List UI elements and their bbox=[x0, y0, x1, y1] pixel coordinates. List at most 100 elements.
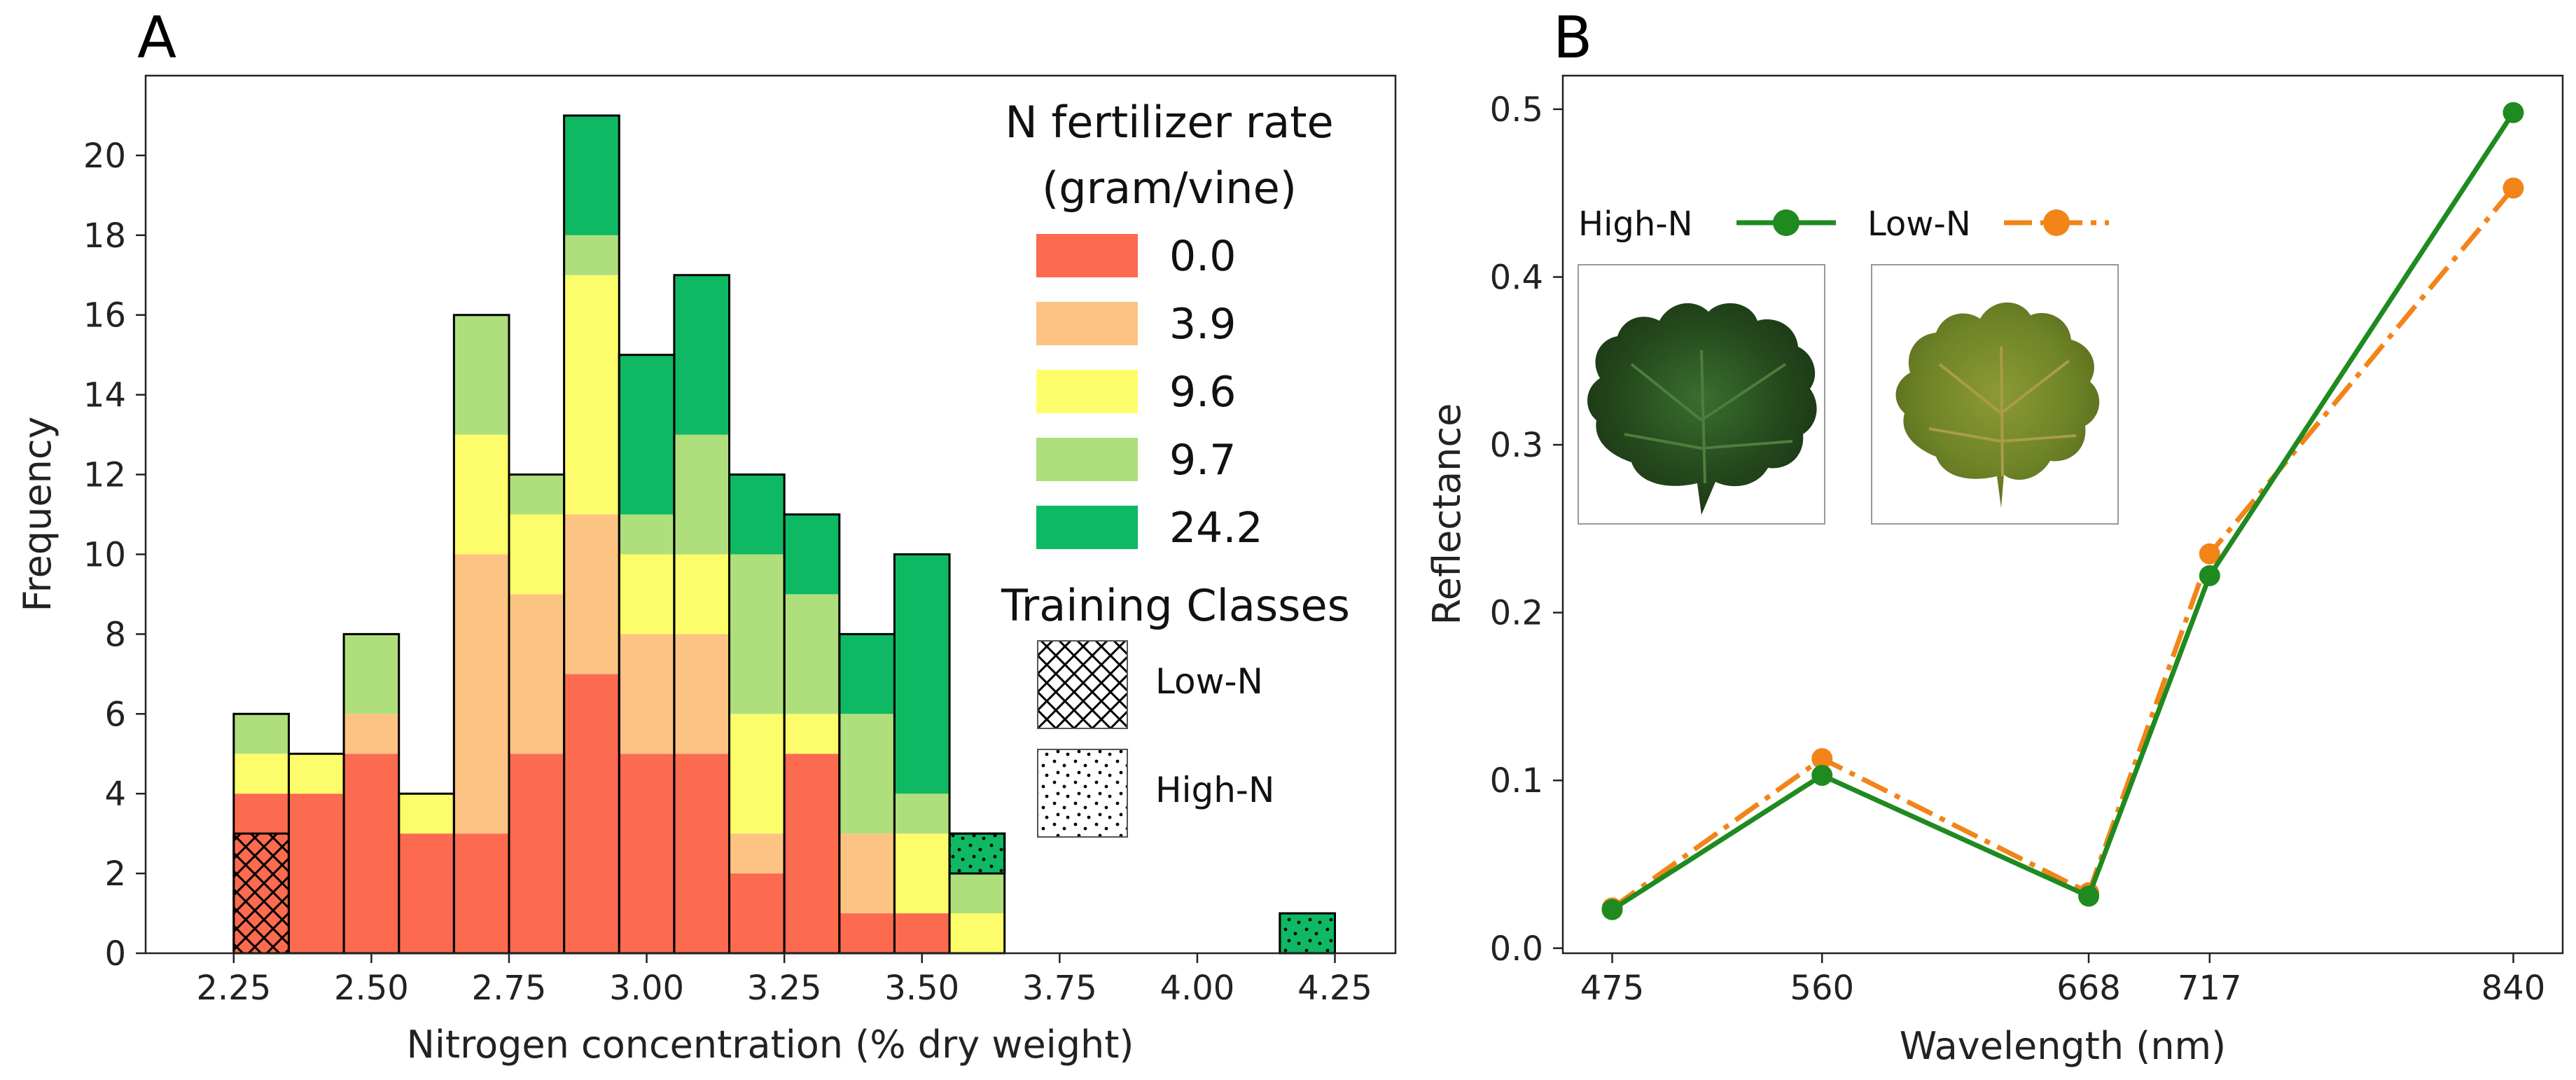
bar-segment-9-7-bin-6 bbox=[564, 235, 620, 275]
bar-segment-3-9-bin-9 bbox=[729, 833, 785, 874]
spectra-lines bbox=[1601, 102, 2524, 920]
y-tick-label: 10 bbox=[83, 535, 126, 574]
x-tick-label: 3.00 bbox=[609, 969, 684, 1008]
y-tick-label: 12 bbox=[83, 456, 126, 495]
panel-a-axes-frame bbox=[144, 74, 1397, 955]
b-x-tick-label: 475 bbox=[1580, 969, 1645, 1008]
bar-segment-3-9-bin-4 bbox=[454, 554, 509, 834]
panel-b-x-ticks: 475 560 668 717 840 bbox=[1580, 953, 2545, 1008]
legend-swatch-9-6 bbox=[1036, 370, 1138, 413]
legend-label-24-2: 24.2 bbox=[1169, 504, 1263, 553]
b-x-tick-label: 560 bbox=[1790, 969, 1854, 1008]
legend-swatch-low-n bbox=[1037, 640, 1128, 729]
point-high-n-668 bbox=[2078, 885, 2100, 907]
bar-segment-9-6-bin-0 bbox=[233, 754, 289, 794]
legend-swatch-high-n bbox=[1037, 749, 1128, 838]
y-tick-label: 0 bbox=[104, 934, 126, 974]
legend-label-low-n: Low-N bbox=[1155, 661, 1263, 702]
legend-label-3-9: 3.9 bbox=[1169, 300, 1236, 349]
panel-b-letter: B bbox=[1553, 5, 1592, 71]
legend-label-high-n: High-N bbox=[1155, 770, 1274, 810]
point-low-n-840 bbox=[2502, 177, 2524, 199]
panel-a-y-ticks: 0 2 4 6 8 10 12 14 16 18 20 bbox=[83, 137, 146, 974]
bar-segment-24-2-bin-6 bbox=[564, 115, 620, 235]
leaf-inset-low-n bbox=[1871, 264, 2119, 525]
legend-swatch-3-9 bbox=[1036, 302, 1138, 345]
b-y-tick-label: 0.0 bbox=[1490, 929, 1543, 969]
bar-segment-9-7-bin-4 bbox=[454, 314, 509, 435]
bar-segment-3-9-bin-6 bbox=[564, 514, 620, 674]
bar-segment-9-7-bin-7 bbox=[619, 514, 674, 555]
bar-segment-0-0-bin-12 bbox=[894, 913, 950, 953]
point-low-n-717 bbox=[2199, 543, 2220, 565]
y-tick-label: 16 bbox=[83, 296, 126, 335]
panel-a: A 2.25 2.50 2.75 3.00 3.25 3.50 3.75 4.00 4.25 0… bbox=[15, 5, 1397, 1067]
bar-segment-0-0-bin-5 bbox=[508, 754, 564, 953]
bar-segment-9-6-bin-3 bbox=[398, 794, 454, 834]
legend-b-label-high-n: High-N bbox=[1578, 205, 1693, 244]
b-y-tick-label: 0.3 bbox=[1490, 426, 1543, 465]
bar-segment-9-6-bin-7 bbox=[619, 554, 674, 635]
x-tick-label: 2.50 bbox=[334, 969, 409, 1008]
b-y-tick-label: 0.5 bbox=[1490, 90, 1543, 130]
bar-segment-9-7-bin-12 bbox=[894, 794, 950, 834]
bar-segment-0-0-bin-3 bbox=[398, 833, 454, 953]
bar-segment-24-2-bin-10 bbox=[784, 514, 840, 595]
legend-label-9-6: 9.6 bbox=[1169, 368, 1236, 417]
bar-segment-0-0-bin-1 bbox=[288, 794, 344, 953]
legend-b-marker-high-n bbox=[1773, 209, 1799, 236]
bar-segment-0-0-bin-4 bbox=[454, 833, 509, 953]
bar-segment-3-9-bin-2 bbox=[344, 714, 399, 754]
b-x-tick-label: 668 bbox=[2056, 969, 2121, 1008]
bar-segment-9-7-bin-13 bbox=[949, 873, 1005, 914]
panel-b: B 475 560 668 717 840 0.0 0.1 0.2 0.3 0.4 0.5 Hig… bbox=[1425, 5, 2564, 1068]
bar-segment-9-7-bin-8 bbox=[674, 434, 730, 555]
bar-segment-0-0-bin-7 bbox=[619, 754, 674, 953]
panel-a-x-axis-label: Nitrogen concentration (% dry weight) bbox=[407, 1023, 1134, 1067]
bar-segment-24-2-bin-8 bbox=[674, 275, 730, 435]
bar-segment-9-7-bin-9 bbox=[729, 554, 785, 714]
legend-swatch-24-2 bbox=[1036, 506, 1138, 549]
bar-segment-9-6-bin-6 bbox=[564, 275, 620, 515]
training-hatch-high-n-1 bbox=[1279, 912, 1337, 955]
legend-title-line2: (gram/vine) bbox=[1042, 162, 1297, 214]
point-high-n-560 bbox=[1811, 765, 1833, 787]
bar-segment-9-6-bin-13 bbox=[949, 913, 1005, 953]
b-y-tick-label: 0.2 bbox=[1490, 594, 1543, 633]
bar-segment-9-7-bin-0 bbox=[233, 714, 289, 754]
panel-b-axes-frame bbox=[1561, 74, 2564, 955]
legend-training-title: Training Classes bbox=[1001, 580, 1350, 631]
histogram-bars bbox=[233, 115, 1335, 953]
bar-segment-24-2-bin-11 bbox=[839, 634, 895, 714]
y-tick-label: 4 bbox=[104, 775, 126, 814]
panel-b-y-axis-label: Reflectance bbox=[1425, 403, 1469, 625]
panel-b-y-ticks: 0.0 0.1 0.2 0.3 0.4 0.5 bbox=[1490, 90, 1563, 969]
b-y-tick-label: 0.4 bbox=[1490, 258, 1543, 297]
bar-segment-9-7-bin-2 bbox=[344, 634, 399, 714]
bar-segment-9-7-bin-5 bbox=[508, 474, 564, 515]
y-tick-label: 18 bbox=[83, 216, 126, 256]
bar-segment-3-9-bin-7 bbox=[619, 634, 674, 754]
point-high-n-717 bbox=[2199, 565, 2220, 586]
bar-segment-9-6-bin-9 bbox=[729, 714, 785, 834]
x-tick-label: 3.75 bbox=[1022, 969, 1097, 1008]
panel-a-x-ticks: 2.25 2.50 2.75 3.00 3.25 3.50 3.75 4.00 4.25 bbox=[196, 953, 1372, 1008]
bar-segment-0-0-bin-6 bbox=[564, 674, 620, 953]
bar-segment-9-7-bin-10 bbox=[784, 594, 840, 714]
panel-b-legend: High-N Low-N bbox=[1578, 205, 2109, 244]
point-low-n-560 bbox=[1811, 748, 1833, 770]
point-high-n-475 bbox=[1601, 899, 1623, 920]
bar-segment-24-2-bin-12 bbox=[894, 554, 950, 794]
panel-a-legend: N fertilizer rate (gram/vine) 0.0 3.9 9.… bbox=[1001, 97, 1350, 838]
x-tick-label: 2.25 bbox=[196, 969, 271, 1008]
leaf-inset-high-n bbox=[1578, 264, 1825, 525]
y-tick-label: 2 bbox=[104, 854, 126, 894]
y-tick-label: 8 bbox=[104, 615, 126, 654]
bar-segment-0-0-bin-9 bbox=[729, 873, 785, 953]
bar-segment-9-6-bin-12 bbox=[894, 833, 950, 914]
bar-segment-24-2-bin-7 bbox=[619, 354, 674, 515]
y-tick-label: 6 bbox=[104, 695, 126, 734]
bar-segment-9-6-bin-1 bbox=[288, 754, 344, 794]
bar-segment-3-9-bin-11 bbox=[839, 833, 895, 914]
